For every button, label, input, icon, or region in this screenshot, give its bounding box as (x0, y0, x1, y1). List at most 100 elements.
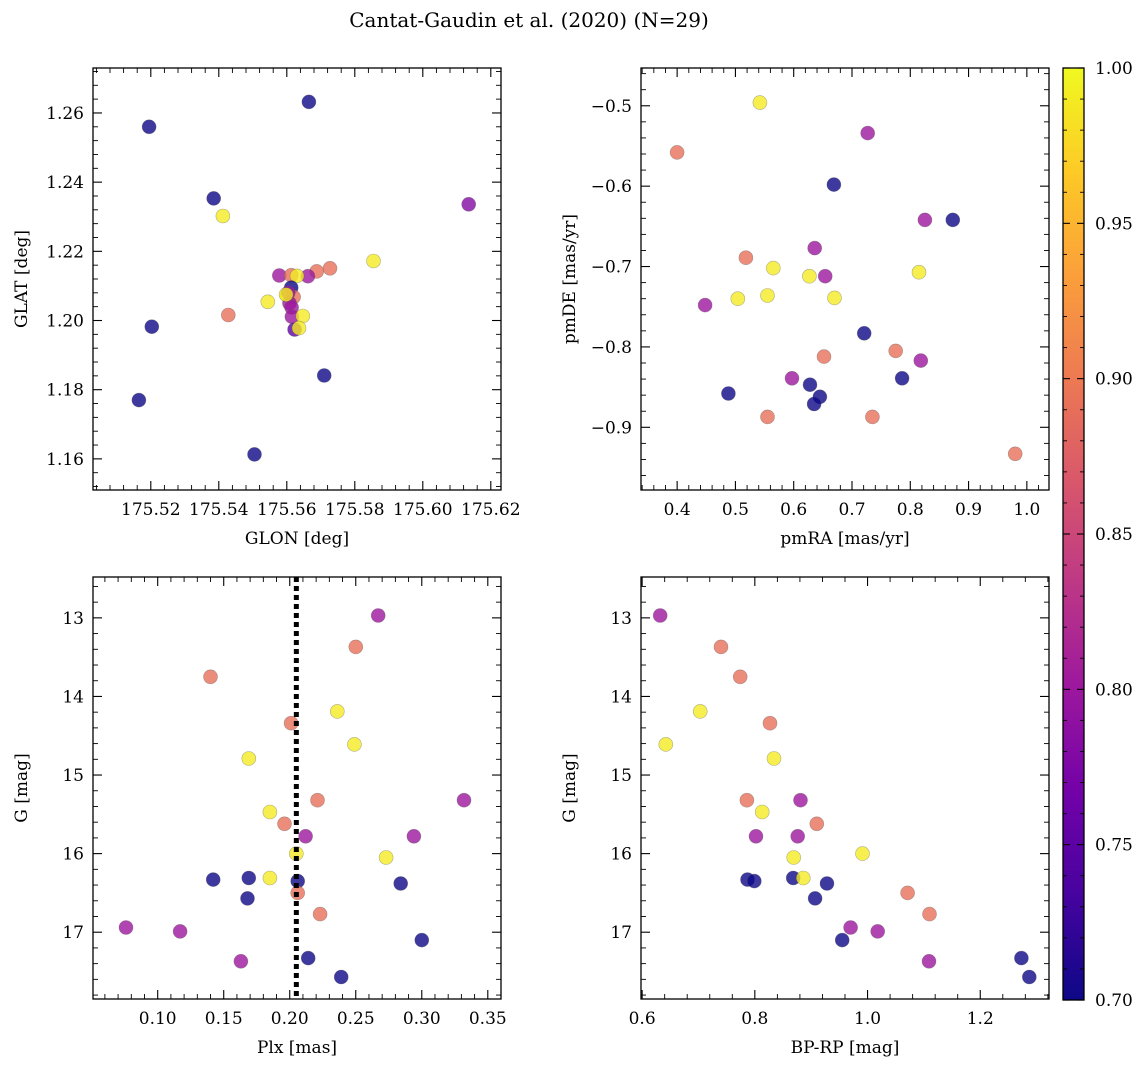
x-tick-label: 0.30 (403, 1009, 441, 1029)
y-tick-label: 16 (610, 845, 632, 865)
scatter-points (669, 95, 1023, 462)
x-tick-label: 0.7 (838, 500, 865, 520)
data-point (732, 669, 748, 685)
x-tick-label: 175.56 (257, 500, 316, 520)
data-point (1014, 950, 1029, 966)
data-point (260, 294, 276, 310)
axis-ticks (93, 68, 501, 490)
data-point (131, 392, 147, 408)
data-point (461, 197, 477, 212)
axis-ticks (641, 577, 1049, 999)
data-point (414, 932, 430, 948)
data-point (262, 804, 278, 820)
y-tick-label: 1.16 (46, 450, 84, 470)
data-point (366, 253, 381, 269)
data-point (900, 885, 915, 901)
y-axis-label: G [mag] (560, 753, 580, 822)
data-point (807, 891, 823, 906)
data-point (291, 320, 307, 336)
colorbar-tick-label: 0.85 (1095, 525, 1133, 545)
data-point (786, 850, 802, 865)
data-point (205, 872, 221, 887)
data-point (322, 260, 338, 276)
data-point (888, 343, 904, 359)
data-point (802, 377, 818, 393)
data-point (802, 268, 817, 284)
data-point (316, 368, 332, 383)
data-point (784, 370, 800, 386)
data-point (393, 876, 409, 891)
x-tick-label: 175.60 (393, 500, 452, 520)
data-point (762, 715, 778, 731)
data-point (692, 704, 708, 719)
x-tick-label: 0.9 (955, 500, 982, 520)
colorbar: 0.70 0.75 0.80 0.85 0.90 0.95 1.00 (1062, 59, 1133, 1011)
data-point (827, 290, 842, 306)
y-axis-label: G [mag] (12, 753, 32, 822)
data-point (819, 876, 835, 891)
data-point (652, 608, 668, 623)
data-point (746, 873, 762, 889)
data-point (378, 850, 394, 865)
y-tick-label: −0.9 (591, 418, 632, 438)
x-tick-label: 0.20 (271, 1009, 309, 1029)
x-tick-label: 0.6 (780, 500, 807, 520)
data-point (730, 291, 746, 307)
data-point (922, 906, 937, 922)
colorbar-tick-label: 0.70 (1095, 991, 1133, 1011)
data-point (658, 737, 674, 752)
colorbar-tick-label: 0.95 (1095, 214, 1133, 234)
y-tick-label: 13 (610, 609, 632, 629)
data-point (456, 792, 472, 808)
data-point (860, 125, 876, 141)
data-point (766, 751, 782, 766)
data-point (911, 264, 927, 280)
data-point (241, 751, 257, 766)
data-point (697, 297, 713, 313)
data-point (278, 287, 294, 302)
colorbar-tick-label: 0.80 (1095, 680, 1133, 700)
scatter-points (131, 94, 477, 462)
data-point (913, 353, 929, 368)
data-point (721, 386, 736, 401)
scatter-panel-1: 175.52 175.54 175.56 175.58 175.60 175.62 1.16… (12, 67, 521, 549)
y-tick-label: 14 (62, 687, 84, 707)
x-axis-label: BP-RP [mag] (791, 1038, 900, 1058)
data-point (894, 370, 910, 386)
data-point (301, 94, 317, 110)
axes-frame (640, 67, 1050, 491)
x-tick-label: 0.4 (664, 500, 691, 520)
data-point (347, 737, 362, 752)
x-tick-label: 0.15 (205, 1009, 243, 1029)
y-tick-label: −0.8 (591, 338, 632, 358)
x-tick-label: 175.62 (461, 500, 520, 520)
scatter-panel-4: 0.6 0.8 1.0 1.2 13 14 15 16 17 BP-RP [mag] G [mag] (560, 576, 1050, 1058)
data-point (206, 191, 221, 206)
data-point (870, 924, 886, 939)
y-tick-label: 1.20 (46, 312, 84, 332)
data-point (843, 920, 858, 935)
x-tick-label: 0.8 (741, 1009, 768, 1029)
y-tick-label: 1.26 (46, 104, 84, 124)
data-point (765, 260, 781, 276)
data-point (348, 639, 364, 655)
x-tick-label: 1.0 (854, 1009, 881, 1029)
data-point (221, 307, 236, 323)
scatter-points (118, 608, 472, 985)
data-point (748, 828, 764, 844)
data-point (790, 828, 806, 844)
y-tick-label: 1.22 (46, 242, 84, 262)
x-tick-label: 1.2 (967, 1009, 994, 1029)
data-point (298, 828, 313, 844)
data-point (406, 828, 422, 844)
data-point (241, 870, 257, 886)
y-tick-label: −0.7 (591, 258, 632, 278)
data-point (806, 396, 822, 412)
x-axis-label: pmRA [mas/yr] (780, 529, 909, 549)
data-point (752, 95, 768, 110)
data-point (795, 870, 811, 886)
x-tick-label: 0.8 (897, 500, 924, 520)
scatter-panel-3: 0.10 0.15 0.20 0.25 0.30 0.35 13 14 15 16 17 Plx [m… (12, 576, 507, 1058)
data-point (118, 920, 134, 935)
